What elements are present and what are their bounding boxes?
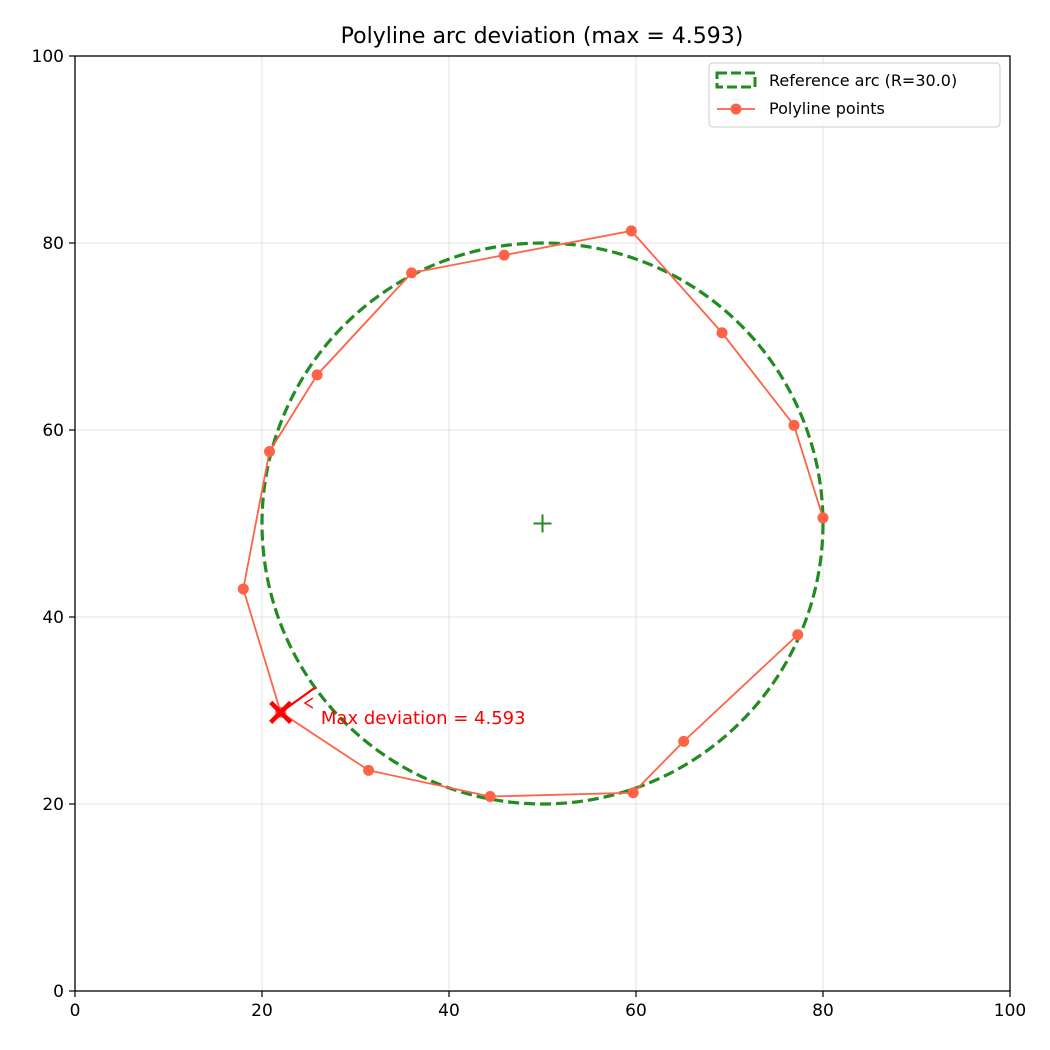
chart-title: Polyline arc deviation (max = 4.593) xyxy=(341,24,744,49)
legend: Reference arc (R=30.0) Polyline points xyxy=(708,62,1001,128)
polyline-point xyxy=(678,735,690,747)
polyline-point xyxy=(406,267,418,279)
polyline-point xyxy=(363,764,375,776)
polyline-point xyxy=(237,583,249,595)
polyline-point xyxy=(484,791,496,803)
polyline-point xyxy=(263,446,275,458)
legend-box xyxy=(708,62,1001,128)
polyline-point xyxy=(788,419,800,431)
max-deviation-label: Max deviation = 4.593 xyxy=(321,708,526,729)
plot-layer: Max deviation = 4.593 xyxy=(237,225,829,806)
y-tick-label: 0 xyxy=(53,982,64,1002)
x-axis-ticks: 0 20 40 60 80 100 xyxy=(70,991,1026,1021)
polyline-point xyxy=(716,327,728,339)
x-tick-label: 80 xyxy=(812,1001,834,1021)
x-tick-label: 20 xyxy=(251,1001,273,1021)
polyline-point xyxy=(498,249,510,261)
polyline-point xyxy=(817,512,829,524)
polyline-point xyxy=(311,369,323,381)
x-tick-label: 0 xyxy=(70,1001,81,1021)
max-deviation-segment xyxy=(280,686,316,714)
legend-label-polyline-points: Polyline points xyxy=(769,99,885,118)
x-tick-label: 40 xyxy=(438,1001,460,1021)
polyline-point xyxy=(625,225,637,237)
y-axis-ticks: 0 20 40 60 80 100 xyxy=(32,47,75,1002)
y-tick-label: 20 xyxy=(42,795,64,815)
y-tick-label: 80 xyxy=(42,234,64,254)
x-tick-label: 100 xyxy=(994,1001,1026,1021)
polyline-point xyxy=(792,629,804,641)
plot-frame xyxy=(74,55,1011,992)
y-tick-label: 100 xyxy=(32,47,64,67)
legend-label-reference-arc: Reference arc (R=30.0) xyxy=(769,71,957,90)
max-deviation-arrow xyxy=(303,697,314,709)
y-tick-label: 60 xyxy=(42,421,64,441)
y-tick-label: 40 xyxy=(42,608,64,628)
x-tick-label: 60 xyxy=(625,1001,647,1021)
reference-arc xyxy=(260,241,825,806)
legend-swatch-reference-arc xyxy=(715,71,757,89)
polyline-point xyxy=(627,787,639,799)
legend-swatch-polyline-marker xyxy=(730,103,742,115)
